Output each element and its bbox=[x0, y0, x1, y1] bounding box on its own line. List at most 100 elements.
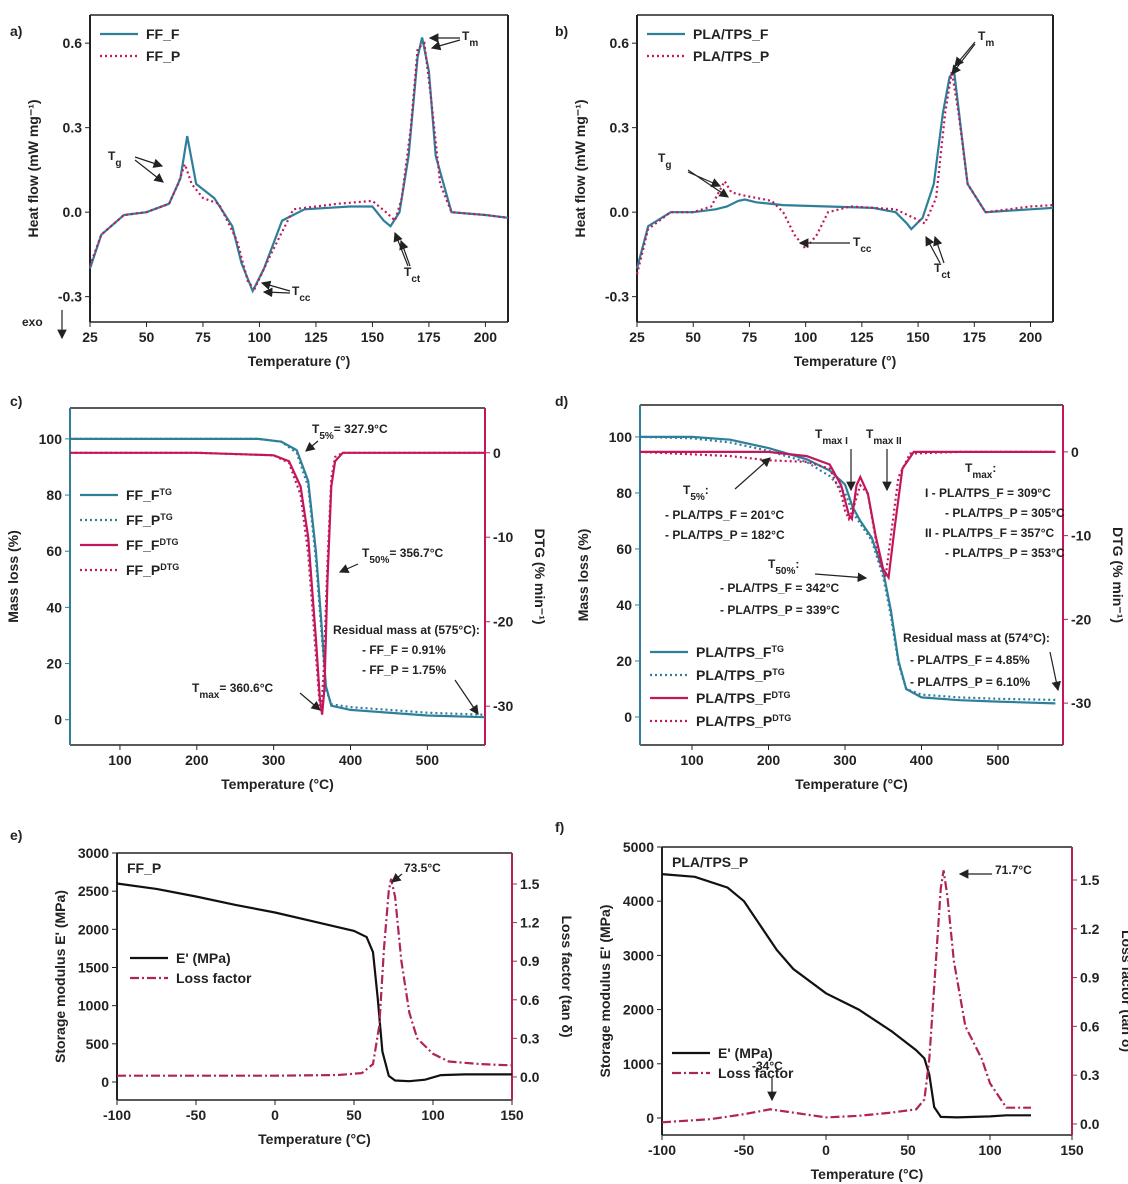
annotation-sub: cc bbox=[860, 244, 872, 255]
legend-name: FF_P bbox=[126, 562, 160, 578]
panel-title: FF_P bbox=[127, 860, 161, 876]
annotation-sub: ct bbox=[411, 274, 421, 285]
annotation: 71.7°C bbox=[995, 863, 1032, 877]
y-tick-label: 40 bbox=[46, 599, 62, 615]
series-line bbox=[88, 41, 509, 290]
x-axis-label: Temperature (°) bbox=[248, 353, 351, 369]
y-tick-label: 0 bbox=[54, 712, 62, 728]
y2-tick-label: 0.3 bbox=[520, 1030, 540, 1046]
annotation: T50%: bbox=[768, 557, 799, 577]
pointer-arrow bbox=[134, 159, 164, 183]
annotation-tail: : bbox=[795, 557, 799, 571]
y-tick-label: 1000 bbox=[78, 998, 109, 1014]
annotation-sub: g bbox=[115, 158, 121, 169]
y2-axis-label: Loss factor (tan δ) bbox=[559, 915, 575, 1037]
legend-name: FF_F bbox=[126, 537, 160, 553]
x-tick-label: -100 bbox=[648, 1142, 676, 1158]
y2-axis-label: DTG (% min⁻¹) bbox=[532, 528, 548, 624]
x-tick-label: 200 bbox=[185, 752, 209, 768]
annotation-sub: 5% bbox=[319, 431, 334, 442]
legend-label: FF_P bbox=[146, 48, 180, 64]
x-tick-label: 500 bbox=[986, 752, 1010, 768]
y-axis-label: Storage modulus E' (MPa) bbox=[52, 890, 68, 1063]
annotation-sub: cc bbox=[299, 293, 311, 304]
annotation-sub: m bbox=[985, 38, 994, 49]
panel-label: b) bbox=[555, 23, 568, 39]
legend-label: Loss factor bbox=[718, 1065, 794, 1081]
annotation: - PLA/TPS_P = 353°C bbox=[945, 546, 1065, 560]
y-tick-label: 0.3 bbox=[610, 120, 630, 136]
annotation-sub: max bbox=[972, 470, 992, 481]
annotation: - PLA/TPS_P = 182°C bbox=[665, 528, 785, 542]
annotation-sub: 50% bbox=[369, 555, 389, 566]
series-line bbox=[70, 437, 486, 716]
x-tick-label: 200 bbox=[757, 752, 781, 768]
x-tick-label: 150 bbox=[361, 329, 385, 345]
annotation-base: T bbox=[462, 29, 470, 43]
x-tick-label: 100 bbox=[978, 1142, 1002, 1158]
annotation: Tcc bbox=[853, 235, 872, 255]
y-axis-label: Storage modulus E' (MPa) bbox=[597, 905, 613, 1078]
pointer-arrow bbox=[734, 457, 771, 490]
annotation-sub: g bbox=[665, 160, 671, 171]
legend-label: Loss factor bbox=[176, 970, 252, 986]
y-tick-label: 20 bbox=[616, 653, 632, 669]
legend-name: Loss factor bbox=[176, 970, 252, 986]
annotation: - PLA/TPS_F = 201°C bbox=[665, 508, 785, 522]
x-tick-label: -50 bbox=[186, 1107, 206, 1123]
series-line bbox=[635, 68, 1054, 269]
annotation-base: T bbox=[292, 284, 300, 298]
legend-name: PLA/TPS_P bbox=[696, 713, 772, 729]
series-line bbox=[635, 71, 1054, 275]
annotation: Residual mass at (574°C): bbox=[903, 631, 1050, 645]
y-tick-label: 0 bbox=[101, 1074, 109, 1090]
legend-name: FF_F bbox=[146, 26, 180, 42]
x-axis-label: Temperature (°C) bbox=[221, 776, 334, 792]
y-tick-label: 80 bbox=[46, 487, 62, 503]
legend-name: PLA/TPS_P bbox=[693, 48, 769, 64]
pointer-arrow bbox=[338, 563, 359, 573]
pointer-arrow bbox=[262, 287, 291, 298]
annotation: - PLA/TPS_P = 339°C bbox=[720, 603, 840, 617]
y2-tick-label: 0 bbox=[1071, 444, 1079, 460]
y-tick-label: 0.6 bbox=[610, 35, 630, 51]
legend-label: FF_FTG bbox=[126, 487, 172, 503]
pointer-arrow bbox=[430, 39, 461, 51]
legend-label: FF_FDTG bbox=[126, 537, 178, 553]
y2-tick-label: 1.5 bbox=[520, 876, 540, 892]
annotation-base: T bbox=[404, 265, 412, 279]
pointer-arrow bbox=[454, 679, 479, 715]
x-tick-label: 25 bbox=[82, 329, 98, 345]
y-axis-label: Heat flow (mW mg⁻¹) bbox=[25, 99, 41, 237]
y-tick-label: 0 bbox=[646, 1110, 654, 1126]
x-tick-label: 300 bbox=[262, 752, 286, 768]
annotation-base: T bbox=[192, 681, 200, 695]
y2-tick-label: -30 bbox=[1071, 695, 1091, 711]
annotation-tail: = 360.6°C bbox=[219, 681, 273, 695]
y-tick-label: 3000 bbox=[623, 947, 654, 963]
x-tick-label: 0 bbox=[822, 1142, 830, 1158]
annotation: Tg bbox=[108, 149, 121, 169]
legend-name: PLA/TPS_F bbox=[696, 690, 772, 706]
x-axis-label: Temperature (°C) bbox=[811, 1166, 924, 1182]
x-tick-label: 175 bbox=[417, 329, 441, 345]
series-line bbox=[640, 435, 1056, 705]
annotation-base: T bbox=[683, 483, 691, 497]
annotation: T50%= 356.7°C bbox=[362, 546, 444, 566]
legend-label: FF_PDTG bbox=[126, 562, 179, 578]
annotation: - PLA/TPS_F = 342°C bbox=[720, 581, 840, 595]
legend-label: FF_PTG bbox=[126, 512, 173, 528]
annotation-sub: max I bbox=[822, 436, 848, 447]
y-tick-label: 100 bbox=[609, 429, 633, 445]
annotation: - PLA/TPS_P = 305°C bbox=[945, 506, 1065, 520]
annotation-base: T bbox=[312, 422, 320, 436]
annotation-base: T bbox=[978, 29, 986, 43]
panel-title: PLA/TPS_P bbox=[672, 854, 748, 870]
y-tick-label: 2000 bbox=[623, 1002, 654, 1018]
y-tick-label: 1000 bbox=[623, 1056, 654, 1072]
pointer-arrow bbox=[951, 43, 976, 75]
y2-tick-label: 1.2 bbox=[520, 915, 540, 931]
x-axis-label: Temperature (°C) bbox=[795, 776, 908, 792]
annotation-base: T bbox=[108, 149, 116, 163]
